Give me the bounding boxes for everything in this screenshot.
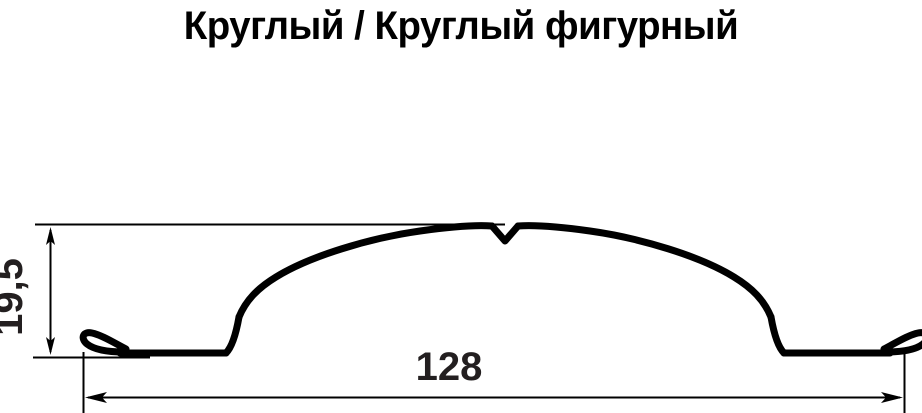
arrowhead-down [46, 337, 55, 355]
arch-left [235, 222, 496, 321]
dimension-arrowheads [46, 227, 903, 403]
page-title: Круглый / Круглый фигурный [183, 4, 739, 48]
arrowhead-up [46, 227, 55, 245]
left-riser [222, 313, 243, 357]
left-hook-fold [79, 329, 130, 356]
arrowhead-left [85, 392, 107, 403]
arch-right [514, 222, 775, 321]
apex-notch [488, 222, 522, 245]
profile-outline [79, 222, 922, 357]
width-dimension-label: 128 [416, 345, 483, 389]
right-riser [767, 313, 788, 357]
arrowhead-right [881, 392, 903, 403]
right-hook-fold [880, 329, 922, 356]
height-dimension-label: 19,5 [0, 258, 31, 336]
